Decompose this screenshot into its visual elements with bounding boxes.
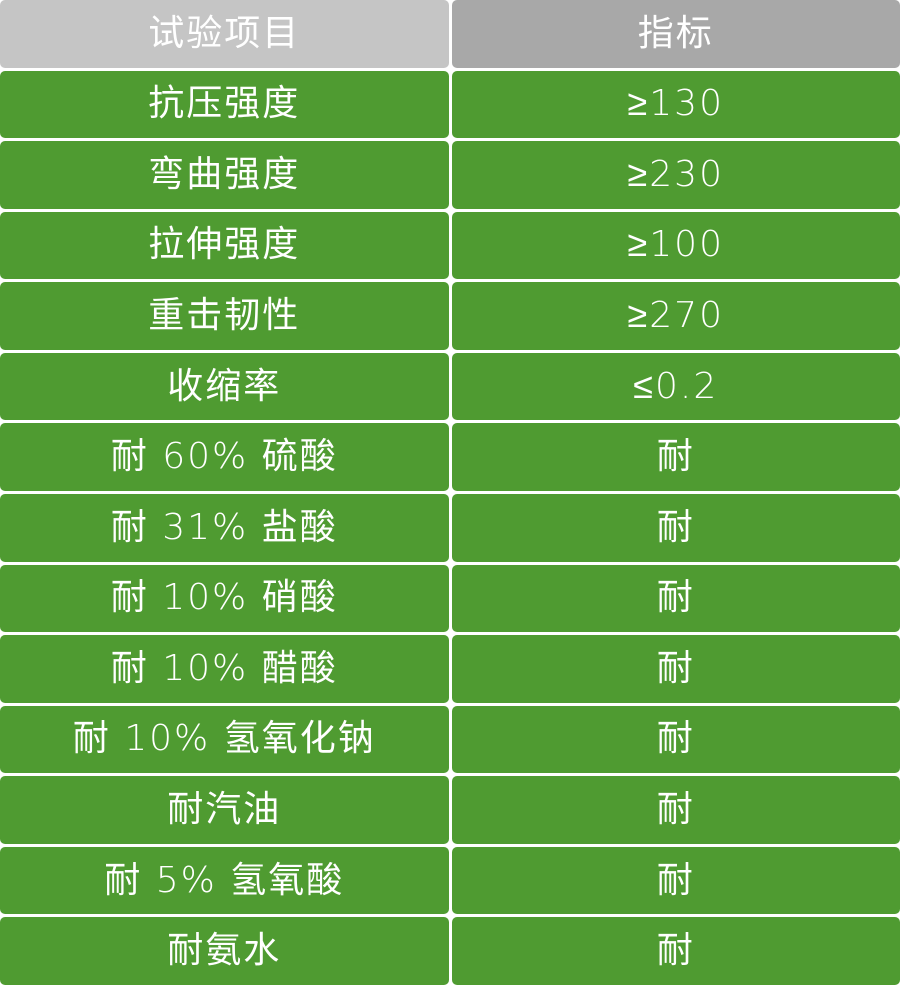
row-value-cell: 耐 <box>451 564 900 633</box>
row-item-cell: 耐 10% 醋酸 <box>0 635 449 703</box>
row-item-cell: 重击韧性 <box>0 282 449 350</box>
row-value-cell: 耐 <box>451 423 900 491</box>
row-item-cell: 耐 60% 硫酸 <box>0 423 449 491</box>
header-cell-indicator: 指标 <box>451 0 900 68</box>
row-value-cell: 耐 <box>451 917 900 985</box>
row-item-cell: 弯曲强度 <box>0 141 449 209</box>
row-item-cell: 耐 10% 氢氧化钠 <box>0 705 449 774</box>
row-value-cell: ≤0.2 <box>451 352 900 421</box>
row-value-cell: ≥100 <box>451 211 900 280</box>
row-value-cell: ≥270 <box>451 282 900 350</box>
row-value-cell: 耐 <box>451 493 900 562</box>
row-item-cell: 耐汽油 <box>0 776 449 844</box>
row-item-cell: 耐 31% 盐酸 <box>0 493 449 562</box>
row-item-cell: 抗压强度 <box>0 70 449 139</box>
row-item-cell: 耐 5% 氢氧酸 <box>0 846 449 915</box>
row-item-cell: 拉伸强度 <box>0 211 449 280</box>
row-value-cell: 耐 <box>451 635 900 703</box>
row-item-cell: 耐氨水 <box>0 917 449 985</box>
row-value-cell: ≥230 <box>451 141 900 209</box>
row-value-cell: ≥130 <box>451 70 900 139</box>
row-value-cell: 耐 <box>451 846 900 915</box>
row-item-cell: 收缩率 <box>0 352 449 421</box>
row-item-cell: 耐 10% 硝酸 <box>0 564 449 633</box>
row-value-cell: 耐 <box>451 776 900 844</box>
row-value-cell: 耐 <box>451 705 900 774</box>
header-cell-test-item: 试验项目 <box>0 0 449 68</box>
